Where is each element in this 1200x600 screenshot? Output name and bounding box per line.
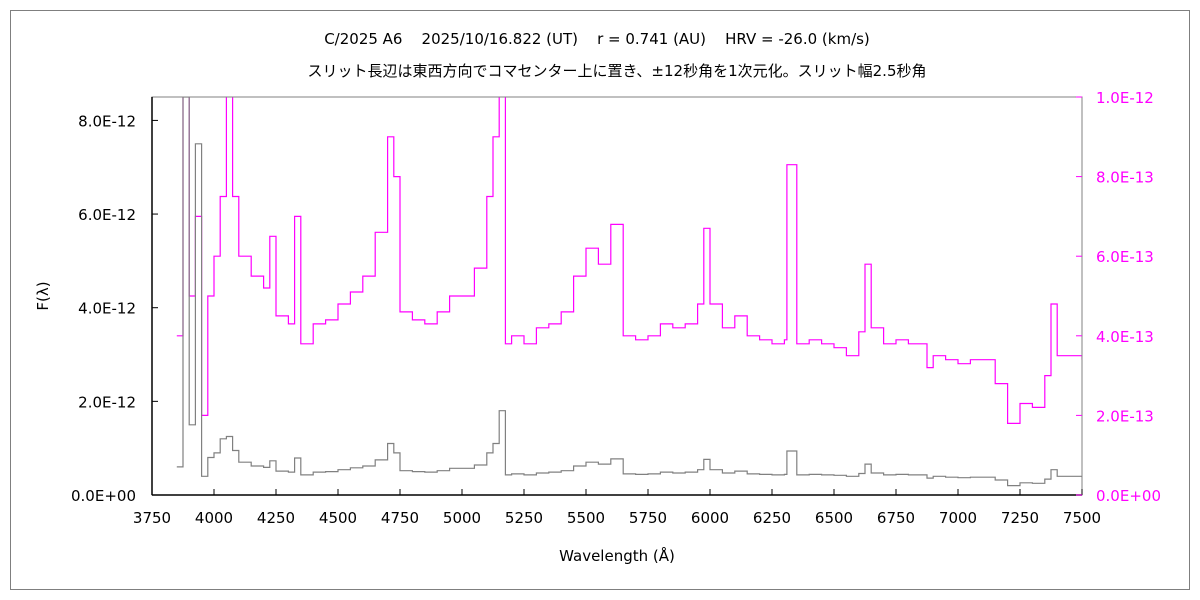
x-tick-label: 5500 (567, 509, 605, 527)
y-axis-label: F(λ) (34, 281, 52, 310)
x-tick-label: 3750 (133, 509, 171, 527)
y-left-tick-label: 4.0E-12 (78, 300, 136, 318)
y-left-tick-label: 0.0E+00 (71, 487, 136, 505)
x-tick-label: 4750 (381, 509, 419, 527)
x-tick-label: 5750 (629, 509, 667, 527)
x-tick-label: 7500 (1063, 509, 1101, 527)
axes: 3750 4000 4250 4500 4750 5000 5250 5500 5750 6000… (71, 89, 1161, 527)
x-tick-label: 7250 (1001, 509, 1039, 527)
y-left-tick-label: 8.0E-12 (78, 112, 136, 130)
series-line-magenta (176, 97, 1082, 424)
x-tick-label: 4000 (195, 509, 233, 527)
x-tick-label: 6000 (691, 509, 729, 527)
x-tick-label: 5250 (505, 509, 543, 527)
x-tick-label: 6750 (877, 509, 915, 527)
y-left-tick-label: 6.0E-12 (78, 206, 136, 224)
x-tick-label: 5000 (443, 509, 481, 527)
y-right-tick-label: 0.0E+00 (1096, 487, 1161, 505)
x-tick-label: 7000 (939, 509, 977, 527)
x-tick-label: 6250 (753, 509, 791, 527)
y-left-tick-label: 2.0E-12 (78, 393, 136, 411)
series-line-gray (176, 97, 1082, 487)
chart-frame (10, 10, 1190, 590)
x-axis-label: Wavelength (Å) (559, 546, 675, 565)
y-right-tick-label: 1.0E-12 (1096, 89, 1154, 107)
plot-area (176, 97, 1082, 487)
chart-title: C/2025 A6 2025/10/16.822 (UT) r = 0.741 … (324, 30, 870, 48)
chart-subtitle: スリット長辺は東西方向でコマセンター上に置き、±12秒角を1次元化。スリット幅2… (307, 62, 926, 80)
plot-border (151, 96, 1083, 496)
x-tick-label: 4250 (257, 509, 295, 527)
y-right-tick-label: 2.0E-13 (1096, 407, 1154, 425)
y-right-tick-label: 4.0E-13 (1096, 328, 1154, 346)
x-tick-label: 6500 (815, 509, 853, 527)
y-right-tick-label: 8.0E-13 (1096, 169, 1154, 187)
y-right-tick-label: 6.0E-13 (1096, 248, 1154, 266)
x-tick-label: 4500 (319, 509, 357, 527)
